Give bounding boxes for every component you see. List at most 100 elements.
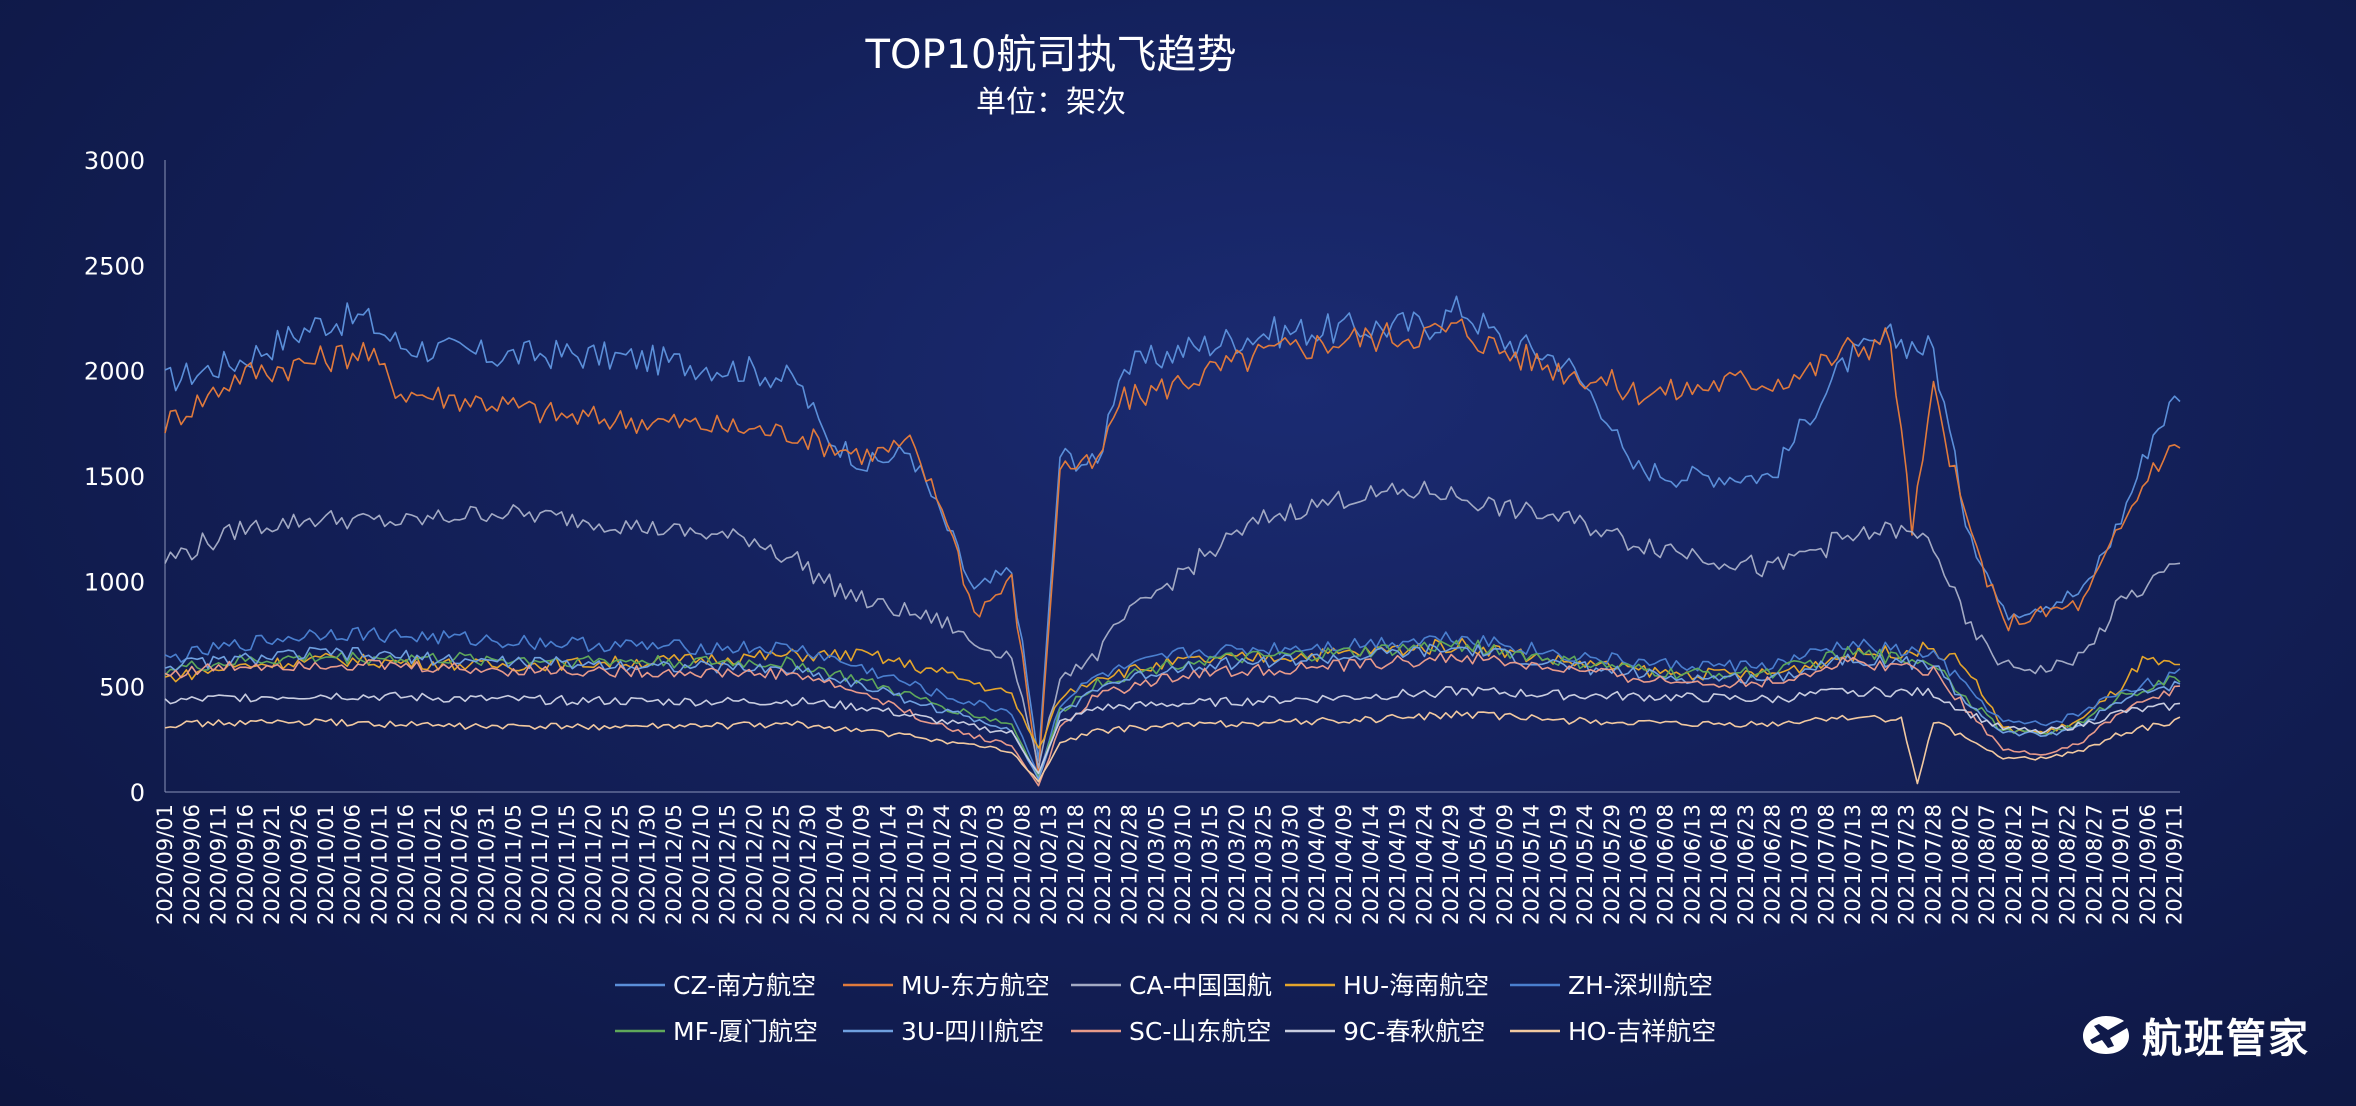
x-tick-label: 2021/01/19 [903, 804, 927, 925]
x-tick-label: 2021/03/10 [1171, 804, 1195, 925]
x-tick-label: 2021/08/22 [2055, 804, 2079, 925]
x-tick-label: 2021/07/03 [1788, 804, 1812, 925]
legend-label: MU-东方航空 [901, 971, 1050, 1000]
legend-item[interactable]: HO-吉祥航空 [1510, 1017, 1716, 1046]
x-tick-label: 2021/02/18 [1064, 804, 1088, 925]
x-tick-label: 2020/09/26 [287, 804, 311, 925]
x-tick-label: 2020/10/16 [394, 804, 418, 925]
x-tick-label: 2020/12/20 [742, 804, 766, 925]
plane-logo-icon [2083, 1016, 2129, 1054]
x-tick-label: 2020/09/06 [180, 804, 204, 925]
series-line [164, 643, 2181, 781]
y-tick-label: 3000 [84, 147, 145, 175]
series-line [164, 639, 2181, 778]
legend-label: MF-厦门航空 [673, 1017, 818, 1046]
x-tick-label: 2020/10/26 [448, 804, 472, 925]
x-tick-label: 2021/02/08 [1010, 804, 1034, 925]
x-tick-label: 2021/02/23 [1091, 804, 1115, 925]
x-tick-label: 2021/08/27 [2082, 804, 2106, 925]
x-tick-label: 2020/09/01 [153, 804, 177, 925]
legend-item[interactable]: HU-海南航空 [1285, 971, 1489, 1000]
x-tick-label: 2020/11/05 [501, 804, 525, 925]
x-tick-label: 2021/04/24 [1412, 804, 1436, 925]
chart-subtitle: 单位：架次 [976, 85, 1126, 120]
x-tick-label: 2021/08/07 [1975, 804, 1999, 925]
legend-item[interactable]: 3U-四川航空 [843, 1017, 1044, 1046]
x-tick-label: 2021/04/29 [1439, 804, 1463, 925]
x-tick-label: 2021/04/14 [1359, 804, 1383, 925]
x-tick-label: 2021/07/08 [1814, 804, 1838, 925]
x-tick-label: 2021/01/29 [957, 804, 981, 925]
legend-label: CA-中国国航 [1129, 971, 1272, 1000]
y-tick-label: 1000 [84, 568, 145, 596]
legend[interactable]: CZ-南方航空 MU-东方航空 CA-中国国航 HU-海南航空 ZH-深圳航空 MF-厦门… [615, 971, 1716, 1046]
x-tick-label: 2020/09/16 [233, 804, 257, 925]
series-line [164, 652, 2181, 787]
x-tick-label: 2021/04/19 [1386, 804, 1410, 925]
x-tick-label: 2021/09/01 [2109, 804, 2133, 925]
series-line [164, 686, 2181, 775]
legend-label: HO-吉祥航空 [1568, 1017, 1716, 1046]
x-tick-label: 2021/01/14 [876, 804, 900, 925]
x-tick-label: 2021/03/30 [1278, 804, 1302, 925]
x-tick-label: 2021/09/06 [2136, 804, 2160, 925]
x-tick-label: 2020/09/11 [207, 804, 231, 925]
x-tick-label: 2020/12/10 [689, 804, 713, 925]
x-tick-label: 2021/05/19 [1546, 804, 1570, 925]
x-tick-label: 2021/07/13 [1841, 804, 1865, 925]
series-lines [164, 295, 2181, 787]
x-tick-label: 2021/08/17 [2029, 804, 2053, 925]
x-tick-label: 2020/11/25 [609, 804, 633, 925]
legend-label: HU-海南航空 [1343, 971, 1489, 1000]
y-tick-label: 0 [130, 779, 145, 807]
series-line [164, 637, 2180, 749]
x-tick-label: 2020/11/15 [555, 804, 579, 925]
legend-item[interactable]: MU-东方航空 [843, 971, 1050, 1000]
x-tick-label: 2021/06/23 [1734, 804, 1758, 925]
x-tick-label: 2021/06/08 [1654, 804, 1678, 925]
legend-item[interactable]: CZ-南方航空 [615, 971, 816, 1000]
x-tick-label: 2021/05/29 [1600, 804, 1624, 925]
y-tick-label: 2500 [84, 252, 145, 280]
y-tick-label: 2000 [84, 358, 145, 386]
legend-item[interactable]: 9C-春秋航空 [1285, 1017, 1485, 1046]
x-tick-label: 2020/12/25 [769, 804, 793, 925]
x-tick-label: 2021/08/12 [2002, 804, 2026, 925]
x-tick-label: 2021/03/05 [1144, 804, 1168, 925]
legend-label: ZH-深圳航空 [1568, 971, 1713, 1000]
brand-logo: 航班管家 [2080, 1006, 2310, 1064]
legend-item[interactable]: ZH-深圳航空 [1510, 971, 1713, 1000]
y-tick-label: 1500 [84, 463, 145, 491]
x-tick-label: 2021/02/03 [984, 804, 1008, 925]
series-line [164, 318, 2181, 777]
x-tick-label: 2021/05/04 [1466, 804, 1490, 925]
x-tick-label: 2021/01/24 [930, 804, 954, 925]
x-tick-label: 2021/07/23 [1895, 804, 1919, 925]
legend-label: 3U-四川航空 [901, 1017, 1044, 1046]
series-line [164, 626, 2181, 776]
legend-item[interactable]: SC-山东航空 [1071, 1017, 1271, 1046]
series-line [164, 295, 2181, 762]
x-tick-label: 2021/03/25 [1252, 804, 1276, 925]
x-tick-label: 2020/11/20 [582, 804, 606, 925]
legend-label: CZ-南方航空 [673, 971, 816, 1000]
x-tick-label: 2020/11/30 [635, 804, 659, 925]
x-tick-label: 2021/05/09 [1493, 804, 1517, 925]
x-tick-label: 2021/08/02 [1948, 804, 1972, 925]
x-tick-label: 2021/05/24 [1573, 804, 1597, 925]
x-tick-label: 2021/06/28 [1761, 804, 1785, 925]
x-tick-label: 2021/02/28 [1118, 804, 1142, 925]
legend-label: SC-山东航空 [1129, 1017, 1271, 1046]
brand-name: 航班管家 [2142, 1016, 2310, 1062]
chart-title: TOP10航司执飞趋势 [865, 32, 1237, 78]
legend-label: 9C-春秋航空 [1343, 1017, 1485, 1046]
legend-item[interactable]: MF-厦门航空 [615, 1017, 818, 1046]
x-tick-label: 2020/10/06 [341, 804, 365, 925]
series-line [164, 480, 2181, 769]
x-tick-label: 2021/06/03 [1627, 804, 1651, 925]
x-tick-label: 2020/09/21 [260, 804, 284, 925]
series-line [164, 710, 2181, 785]
x-tick-label: 2021/03/20 [1225, 804, 1249, 925]
legend-item[interactable]: CA-中国国航 [1071, 971, 1272, 1000]
